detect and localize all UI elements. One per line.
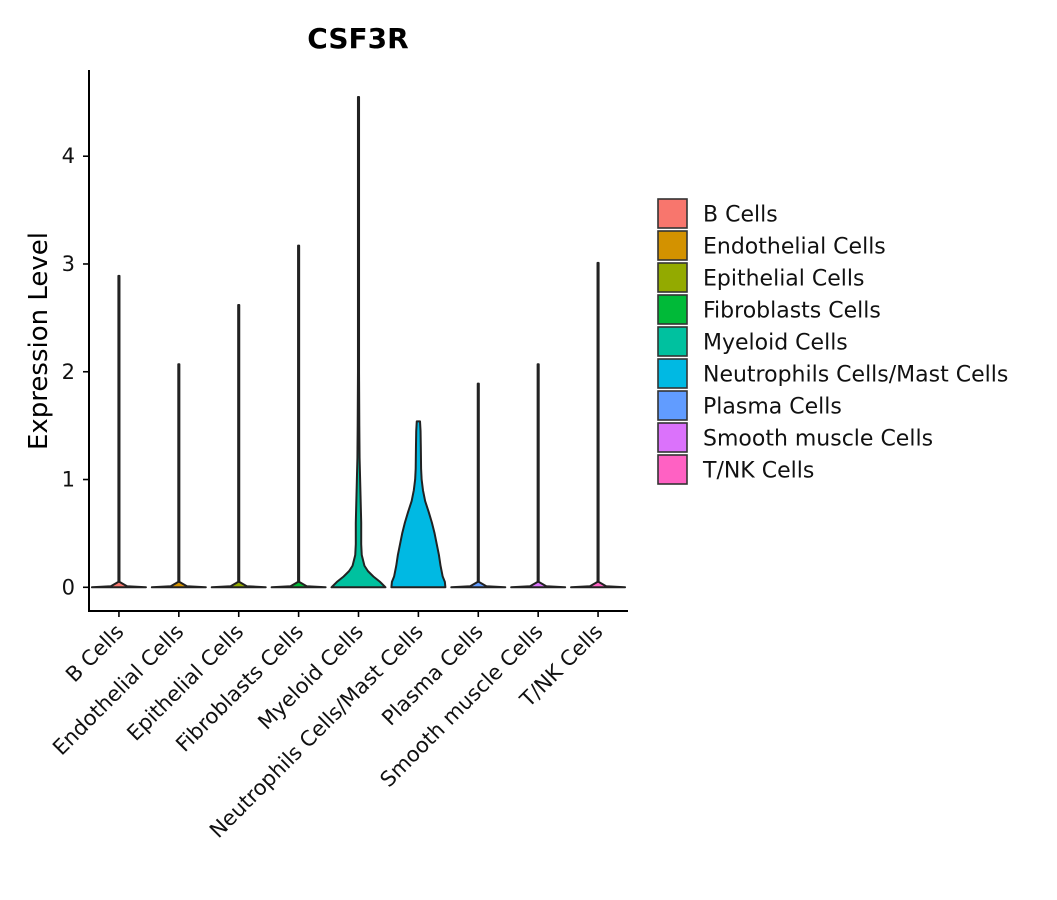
violin-myeloid-cells [330, 95, 387, 589]
legend-key-myeloid-cells [657, 326, 688, 357]
violin-neutrophils-cells-mast-cells [390, 420, 447, 589]
violin-fibroblasts-cells [270, 244, 327, 589]
legend: B Cells Endothelial Cells Epithelial Cells… [657, 198, 1008, 485]
legend-key-neutrophils-cells-mast-cells [657, 358, 688, 389]
y-tick-label: 2 [62, 360, 75, 384]
legend-key-b-cells [657, 198, 688, 229]
y-tick-label: 0 [62, 575, 75, 599]
legend-label-epithelial-cells: Epithelial Cells [703, 267, 864, 292]
legend-label-fibroblasts-cells: Fibroblasts Cells [703, 299, 881, 324]
legend-key-t-nk-cells [657, 454, 688, 485]
y-tick-label: 3 [62, 252, 75, 276]
legend-label-neutrophils-cells-mast-cells: Neutrophils Cells/Mast Cells [703, 363, 1008, 388]
legend-key-epithelial-cells [657, 262, 688, 293]
legend-label-plasma-cells: Plasma Cells [703, 395, 842, 420]
violin-plasma-cells [450, 382, 507, 589]
legend-key-plasma-cells [657, 390, 688, 421]
legend-label-smooth-muscle-cells: Smooth muscle Cells [703, 427, 933, 452]
violin-epithelial-cells [210, 303, 267, 589]
legend-key-smooth-muscle-cells [657, 422, 688, 453]
legend-label-b-cells: B Cells [703, 203, 778, 228]
violin-endothelial-cells [150, 363, 207, 589]
y-axis-ticks: 0 1 2 3 4 [62, 144, 89, 599]
legend-label-myeloid-cells: Myeloid Cells [703, 331, 848, 356]
legend-key-endothelial-cells [657, 230, 688, 261]
y-tick-label: 4 [62, 144, 75, 168]
legend-label-endothelial-cells: Endothelial Cells [703, 235, 886, 260]
legend-label-t-nk-cells: T/NK Cells [702, 459, 814, 484]
y-axis-title: Expression Level [24, 232, 54, 450]
legend-key-fibroblasts-cells [657, 294, 688, 325]
x-tick-label-myeloid-cells: Myeloid Cells [253, 620, 368, 735]
violin-b-cells [90, 274, 147, 589]
y-tick-label: 1 [62, 468, 75, 492]
violin-smooth-muscle-cells [510, 363, 567, 589]
chart-title: CSF3R [307, 22, 408, 55]
violins-group [90, 95, 627, 589]
violin-t-nk-cells [570, 261, 627, 589]
